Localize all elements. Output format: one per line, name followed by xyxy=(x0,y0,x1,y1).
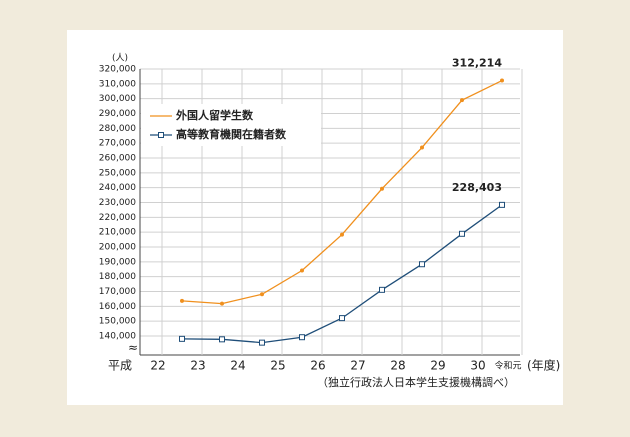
x-era: 平成 xyxy=(108,359,132,373)
point xyxy=(419,261,425,268)
y-tick-label: 260,000 xyxy=(99,154,136,164)
point xyxy=(459,230,465,237)
x-tick-label: 29 xyxy=(430,359,445,373)
x-tick-label: 22 xyxy=(150,359,165,373)
y-tick-label: 300,000 xyxy=(99,94,136,104)
x-tick-label: 27 xyxy=(350,359,365,373)
point xyxy=(420,145,424,150)
y-tick-label: 170,000 xyxy=(99,287,136,297)
x-tick-label: 30 xyxy=(470,359,485,373)
y-tick-label: 280,000 xyxy=(99,124,136,134)
x-unit: (年度) xyxy=(527,358,560,373)
point xyxy=(380,186,384,191)
legend-marker xyxy=(158,132,164,138)
legend-label: 高等教育機関在籍者数 xyxy=(176,127,287,141)
y-tick-label: 180,000 xyxy=(99,272,136,282)
y-tick-label: 240,000 xyxy=(99,183,136,193)
y-tick-label: 200,000 xyxy=(99,243,136,253)
y-tick-label: 250,000 xyxy=(99,168,136,178)
point xyxy=(339,315,345,322)
point xyxy=(499,201,505,208)
point xyxy=(299,334,305,341)
point xyxy=(220,301,224,306)
y-tick-label: 160,000 xyxy=(99,302,136,312)
x-tick-label: 26 xyxy=(310,359,325,373)
y-tick-label: 310,000 xyxy=(99,79,136,89)
point xyxy=(340,232,344,237)
legend xyxy=(141,104,321,146)
value-label: 312,214 xyxy=(452,57,502,70)
point xyxy=(300,268,304,273)
y-unit: (人) xyxy=(112,53,128,64)
source: （独立行政法人日本学生支援機構調べ） xyxy=(317,375,515,389)
x-tick-label: 28 xyxy=(390,359,405,373)
y-tick-label: 290,000 xyxy=(99,109,136,119)
y-tick-label: 210,000 xyxy=(99,228,136,238)
y-tick-label: 140,000 xyxy=(99,332,136,342)
x-tick-label: 25 xyxy=(270,359,285,373)
y-tick-label: 230,000 xyxy=(99,198,136,208)
legend-label: 外国人留学生数 xyxy=(175,108,254,122)
point xyxy=(260,292,264,297)
point xyxy=(500,78,504,83)
y-tick-label: 190,000 xyxy=(99,257,136,267)
point xyxy=(379,286,385,293)
point xyxy=(179,335,185,342)
y-tick-label: 270,000 xyxy=(99,139,136,149)
point xyxy=(259,339,265,346)
y-tick-label: 220,000 xyxy=(99,213,136,223)
point xyxy=(180,298,184,303)
point xyxy=(460,98,464,103)
point xyxy=(219,336,225,343)
y-tick-label: 150,000 xyxy=(99,317,136,327)
x-tick-label: 23 xyxy=(190,359,205,373)
axis-break: ≈ xyxy=(128,341,138,355)
x-tick-label: 令和元 xyxy=(494,360,521,372)
value-label: 228,403 xyxy=(452,181,502,194)
x-tick-label: 24 xyxy=(230,359,245,373)
y-tick-label: 320,000 xyxy=(99,65,136,75)
